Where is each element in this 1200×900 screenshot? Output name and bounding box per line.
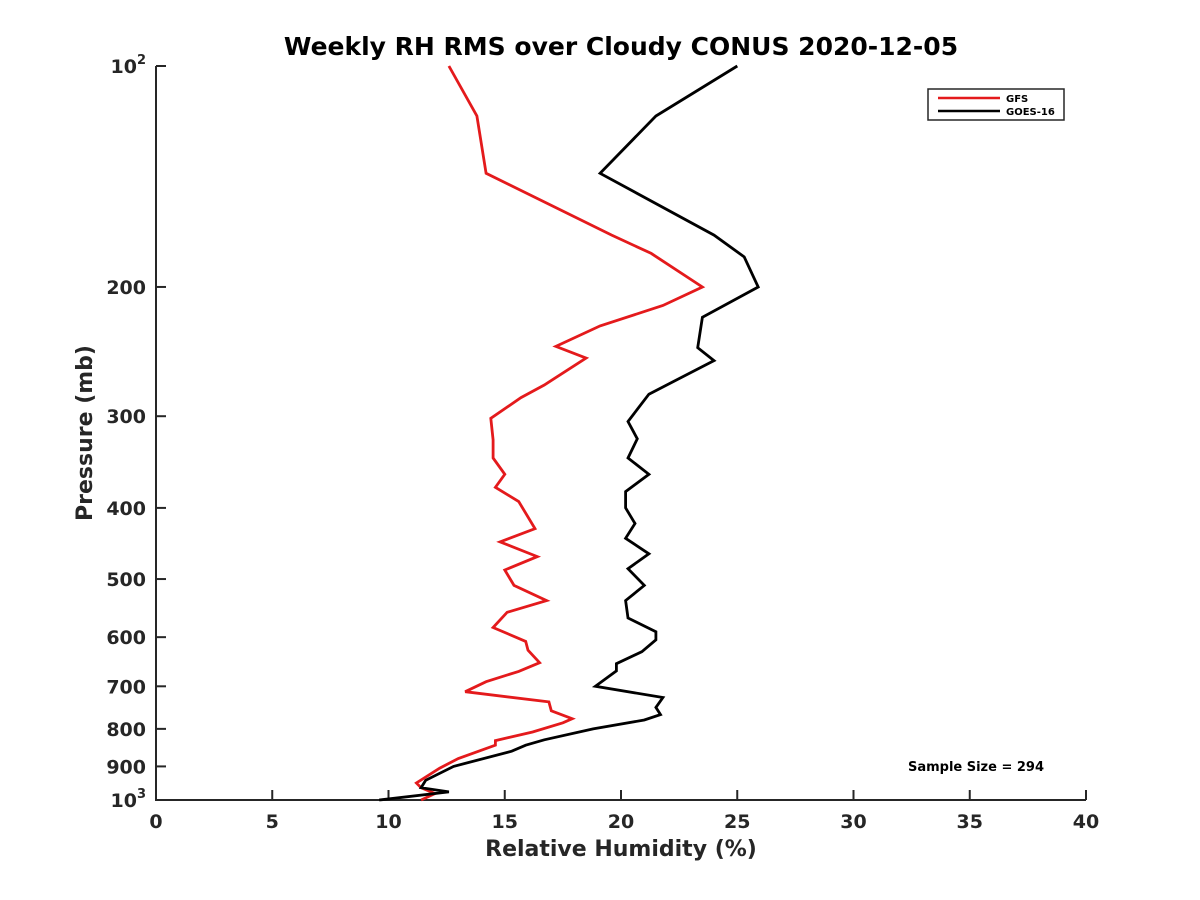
plot-area: 0 5 10 15 20 25 30 35 40 102 200 300 400 500 600 700 80… [106,53,1099,833]
y-tick-label: 600 [106,627,146,649]
legend-label-goes16: GOES-16 [1006,107,1055,118]
x-tick-label: 25 [724,811,750,833]
series-line-goes16 [379,64,761,802]
x-tick-label: 5 [266,811,279,833]
x-tick-label: 0 [149,811,162,833]
y-tick-label: 200 [106,277,146,299]
y-tick-label: 102 [111,53,147,78]
y-axis-label: Pressure (mb) [73,345,98,521]
legend: GFS GOES-16 [927,88,1065,121]
sample-size-annotation: Sample Size = 294 [908,760,1044,775]
y-tick-label: 900 [106,756,146,778]
legend-box [927,88,1065,121]
x-tick-label: 15 [492,811,518,833]
y-tick-label: 400 [106,498,146,520]
y-tick-label: 800 [106,719,146,741]
legend-label-gfs: GFS [1006,94,1028,105]
y-ticks: 102 200 300 400 500 600 700 800 900 103 [106,53,166,812]
series-line-gfs [414,65,706,802]
chart-title: Weekly RH RMS over Cloudy CONUS 2020-12-… [284,32,958,61]
x-tick-label: 35 [957,811,983,833]
x-tick-label: 20 [608,811,634,833]
x-axis-label: Relative Humidity (%) [485,837,757,862]
x-ticks: 0 5 10 15 20 25 30 35 40 [149,790,1099,833]
y-tick-label: 700 [106,676,146,698]
x-tick-label: 40 [1073,811,1099,833]
x-tick-label: 30 [840,811,866,833]
series-layer [379,64,761,802]
y-tick-label: 300 [106,406,146,428]
x-tick-label: 10 [375,811,401,833]
y-tick-label: 500 [106,569,146,591]
y-tick-label: 103 [111,787,147,812]
